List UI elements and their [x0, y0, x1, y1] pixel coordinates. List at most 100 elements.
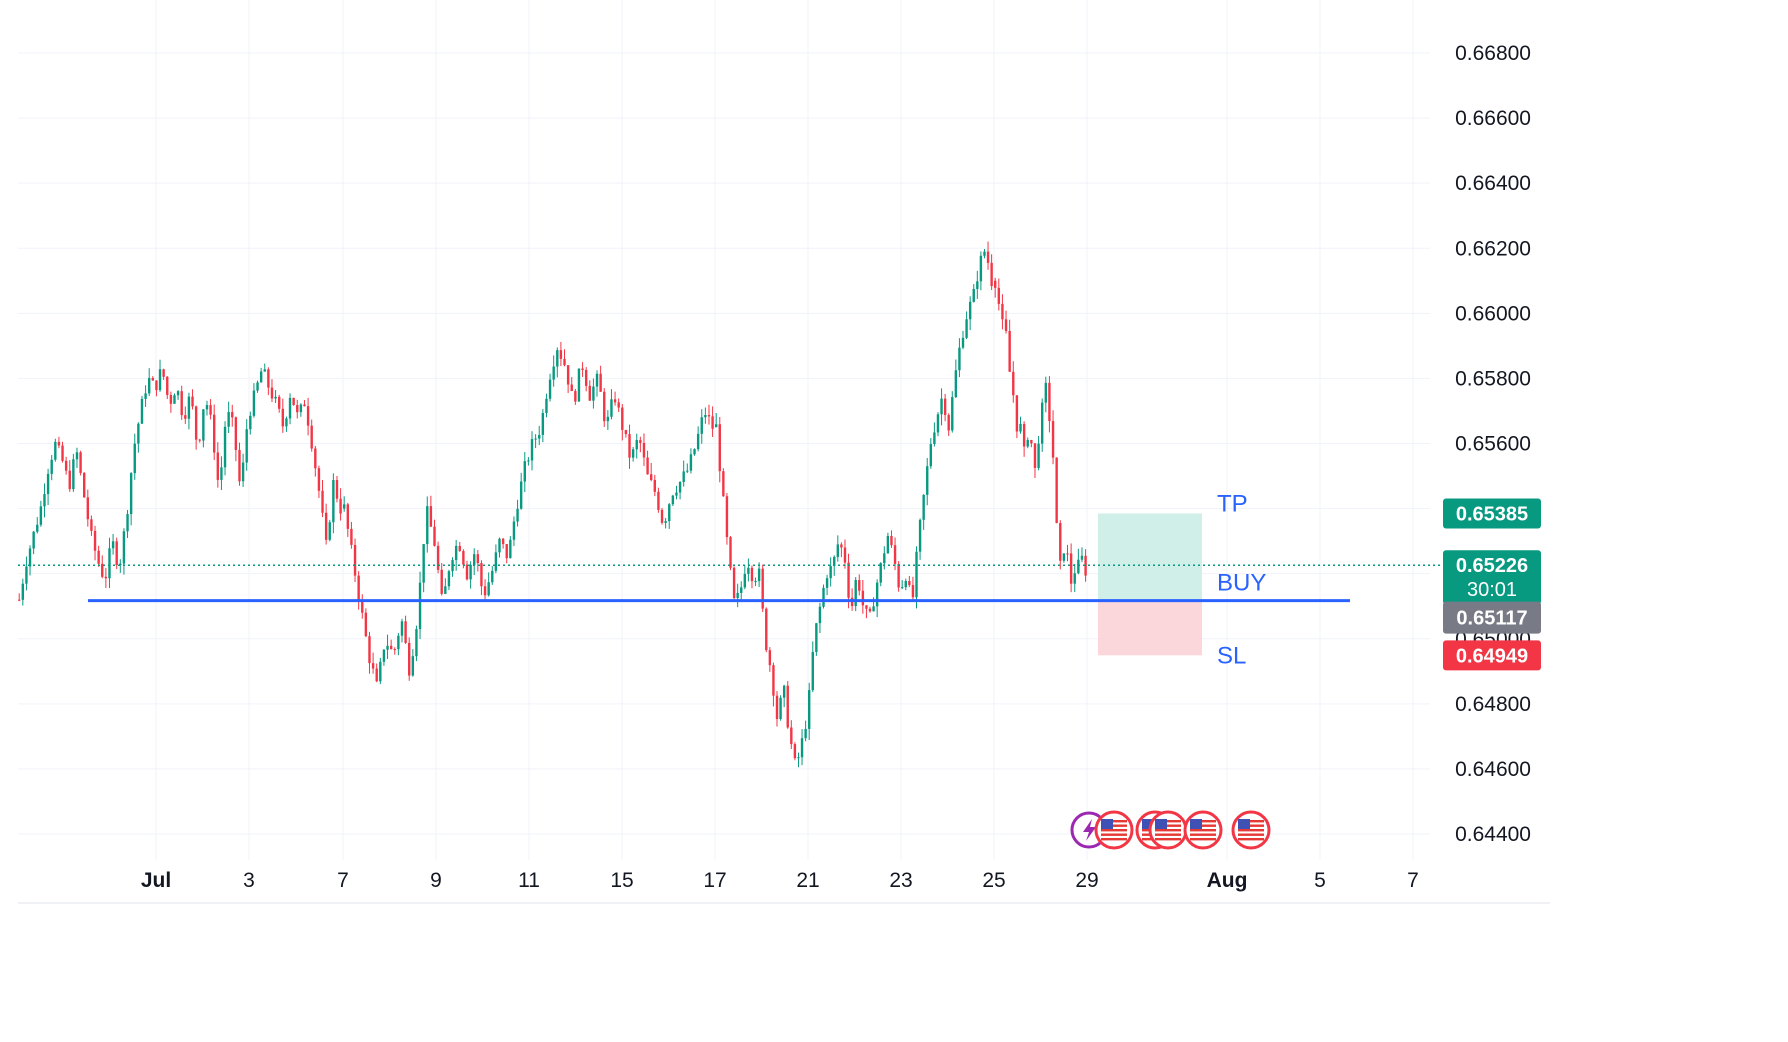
candle-body [986, 251, 990, 263]
candle-body [50, 459, 53, 474]
candle-body [64, 460, 68, 471]
flag-canton [1190, 819, 1202, 829]
candle-body [613, 399, 617, 403]
candle-body [879, 563, 882, 583]
candle-body [610, 399, 613, 417]
candle-body [357, 575, 360, 601]
candle-body [1033, 443, 1037, 468]
price-lines [18, 564, 1440, 603]
candle-body [180, 391, 183, 416]
flag-stripe [1101, 829, 1127, 832]
candle-body [292, 397, 295, 406]
candle-body [761, 568, 764, 609]
candle-body [440, 569, 443, 594]
candle-body [707, 414, 711, 417]
candle-body [765, 608, 768, 651]
candle-body [72, 459, 75, 490]
y-tick-label: 0.64600 [1455, 758, 1531, 781]
candle-body [653, 479, 657, 492]
flag-stripe [1101, 824, 1127, 827]
candle-body [775, 695, 779, 720]
candle-body [936, 414, 940, 433]
candle-body [958, 347, 961, 371]
candle-body [523, 461, 526, 482]
candle-body [861, 590, 865, 606]
candle-body [740, 587, 743, 593]
candle-body [299, 404, 303, 413]
candle-body [234, 417, 238, 451]
candle-body [786, 685, 789, 728]
y-tick-label: 0.66600 [1455, 107, 1531, 130]
y-tick-label: 0.66800 [1455, 42, 1531, 65]
candle-body [994, 280, 997, 288]
candle-body [328, 522, 331, 540]
candle-body [122, 531, 126, 564]
candle-body [804, 728, 807, 739]
candle-body [990, 262, 993, 287]
candle-body [530, 439, 534, 461]
candle-body [162, 369, 165, 377]
tp-price-badge-text: 0.65385 [1456, 503, 1528, 525]
candle-body [840, 544, 843, 548]
candle-body [494, 552, 498, 571]
flag-stripe [1190, 833, 1216, 836]
event-icons[interactable] [1070, 810, 1271, 850]
candle-body [469, 564, 472, 580]
candle-body [997, 287, 1001, 304]
candle-body [111, 541, 115, 549]
candle-body [451, 560, 454, 572]
candle-body [429, 506, 433, 527]
us-flag-icon[interactable] [1183, 810, 1223, 850]
tp-label: TP [1217, 490, 1248, 517]
candle-body [886, 535, 890, 554]
candle-body [865, 605, 868, 609]
us-flag-icon[interactable] [1094, 810, 1134, 850]
candle-body [473, 554, 476, 565]
stop-loss-zone [1098, 600, 1202, 656]
us-flag-icon[interactable] [1148, 810, 1188, 850]
flag-stripe [1190, 838, 1216, 841]
candle-body [624, 429, 628, 435]
candle-body [227, 412, 230, 427]
candle-body [1015, 395, 1019, 432]
candle-body [209, 405, 212, 415]
candle-body [595, 373, 599, 387]
candle-body [126, 514, 129, 532]
candle-body [711, 416, 714, 429]
candle-body [408, 642, 411, 676]
flag-stripe [1190, 824, 1216, 827]
candle-body [868, 608, 872, 612]
candle-body [93, 530, 97, 551]
candle-body [757, 568, 761, 582]
us-flag-icon[interactable] [1231, 810, 1271, 850]
candle-body [25, 566, 28, 584]
candle-body [346, 504, 350, 529]
candle-body [433, 526, 436, 546]
y-tick-label: 0.66200 [1455, 237, 1531, 260]
candle-body [350, 528, 353, 545]
y-tick-label: 0.64800 [1455, 693, 1531, 716]
candle-body [129, 473, 133, 515]
candle-body [364, 612, 368, 637]
candle-body [606, 416, 610, 422]
x-tick-label: 5 [1314, 869, 1326, 892]
candle-body [671, 495, 675, 505]
candle-body [386, 645, 389, 650]
candles [18, 241, 1087, 768]
x-tick-label: 21 [796, 869, 819, 892]
candle-body [317, 468, 321, 491]
candle-body [418, 582, 422, 630]
candle-body [263, 369, 266, 372]
candle-body [639, 440, 642, 443]
candle-body [908, 581, 911, 586]
candle-body [1001, 303, 1004, 320]
candle-body [173, 395, 176, 404]
candle-body [148, 378, 151, 394]
sl-price-badge-bg [1443, 640, 1541, 671]
current-price-badge-text: 30:01 [1467, 579, 1517, 601]
candle-body [736, 592, 739, 599]
candle-body [689, 454, 693, 471]
candle-body [321, 490, 324, 513]
candle-body [512, 521, 516, 540]
